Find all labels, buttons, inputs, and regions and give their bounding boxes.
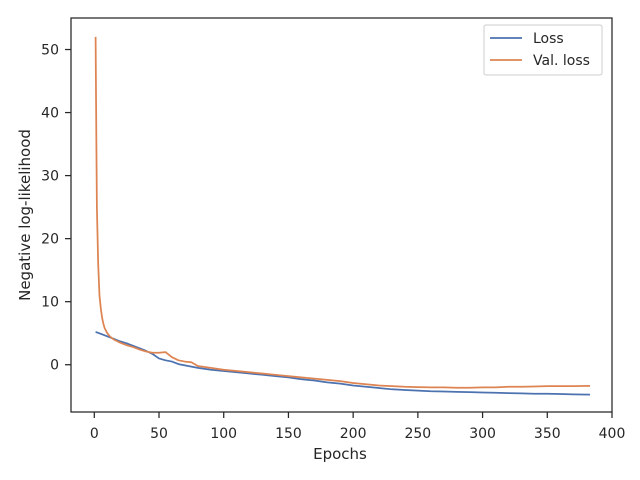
x-tick-label: 50 [150, 426, 168, 442]
x-tick-label: 300 [469, 426, 496, 442]
x-axis-label: Epochs [313, 445, 367, 463]
y-tick-label: 20 [41, 232, 59, 248]
y-tick-label: 30 [41, 169, 59, 185]
legend-label-val-loss: Val. loss [533, 53, 590, 69]
y-tick-label: 0 [50, 358, 59, 374]
y-tick-label: 40 [41, 106, 59, 122]
y-tick-label: 10 [41, 295, 59, 311]
x-tick-label: 150 [275, 426, 302, 442]
series-layer [94, 36, 591, 396]
x-tick-label: 100 [210, 426, 237, 442]
y-axis-ticks: 0 10 20 30 40 50 [41, 43, 71, 374]
legend: Loss Val. loss [483, 24, 603, 76]
series-line-val-loss [94, 36, 591, 389]
x-tick-label: 250 [404, 426, 431, 442]
y-tick-label: 50 [41, 43, 59, 59]
x-axis-ticks: 0 50 100 150 200 250 300 350 400 [90, 412, 626, 442]
legend-label-loss: Loss [533, 31, 564, 47]
x-tick-label: 350 [534, 426, 561, 442]
x-tick-label: 200 [340, 426, 367, 442]
x-tick-label: 400 [599, 426, 626, 442]
plot-frame [70, 17, 613, 413]
y-axis-label: Negative log-likelihood [16, 129, 34, 301]
x-tick-label: 0 [90, 426, 99, 442]
series-line-loss [95, 331, 591, 396]
